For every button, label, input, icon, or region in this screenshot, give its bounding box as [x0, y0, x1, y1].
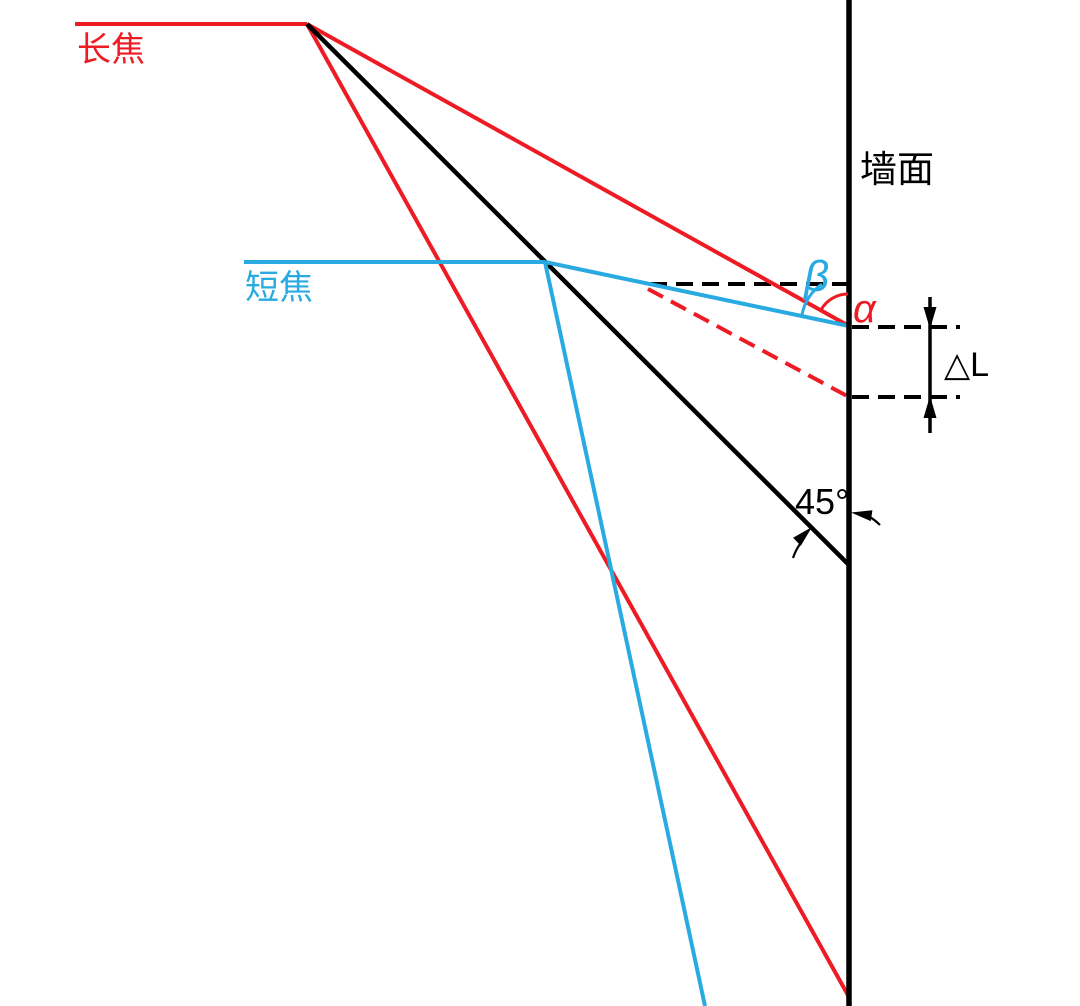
delta-l-arrow-bottom [923, 396, 937, 418]
long-focus-label: 长焦 [77, 31, 145, 69]
wall-label: 墙面 [860, 149, 934, 190]
long-focus-upper-ray [306, 22, 850, 328]
beta-angle-arc [800, 282, 823, 316]
alpha-angle-arc [819, 292, 849, 311]
diagonal-45-line [305, 22, 852, 568]
angle-45-label: 45° [795, 481, 849, 522]
angle-45-arc-left [791, 543, 801, 559]
short-focus-label: 短焦 [245, 269, 313, 307]
delta-l-arrow-top [923, 307, 937, 329]
delta-l-label: △L [944, 346, 989, 384]
long-focus-lower-ray [305, 23, 851, 998]
short-focus-lower-ray [543, 261, 707, 1006]
angle-45-arrow-right [851, 510, 873, 522]
angle-45-arrow-left [793, 527, 812, 546]
short-focus-upper-ray [544, 260, 850, 328]
alpha-angle-label: α [853, 287, 877, 331]
long-focus-shifted-dashed-ray [647, 287, 850, 399]
beta-angle-label: β [802, 252, 829, 301]
